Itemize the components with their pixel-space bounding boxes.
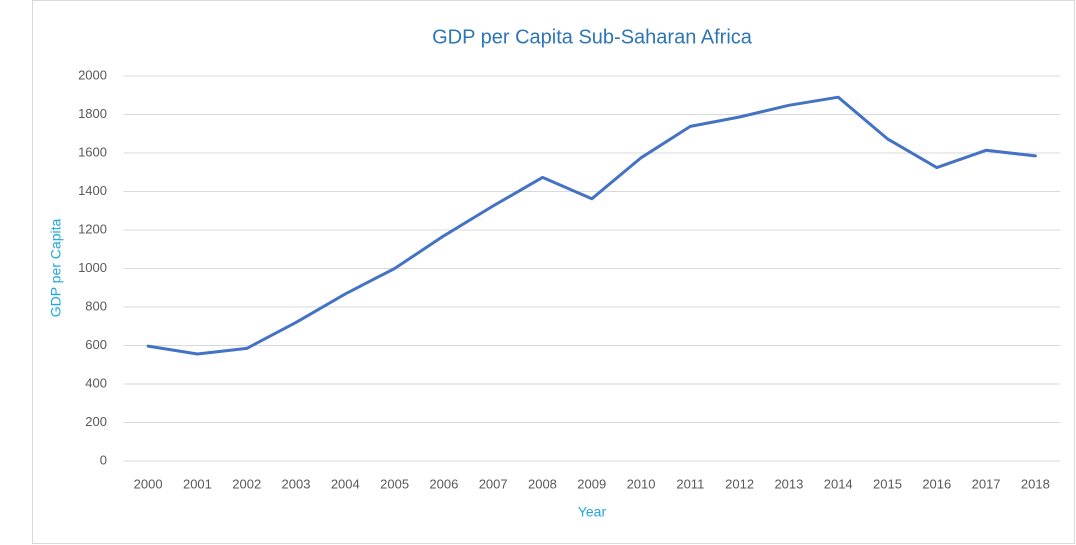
y-tick-label: 600 (85, 337, 107, 352)
x-tick-label: 2008 (528, 476, 557, 491)
y-axis-title: GDP per Capita (48, 219, 64, 318)
x-axis-title: Year (578, 504, 607, 520)
x-tick-label: 2002 (232, 476, 261, 491)
x-tick-label: 2018 (1021, 476, 1050, 491)
y-tick-label: 400 (85, 375, 107, 390)
x-tick-label: 2006 (429, 476, 458, 491)
x-tick-label: 2003 (282, 476, 311, 491)
y-tick-label: 800 (85, 298, 107, 313)
x-tick-label: 2017 (972, 476, 1001, 491)
data-line (146, 95, 1037, 356)
y-tick-label: 1200 (78, 221, 107, 236)
y-tick-label: 2000 (78, 67, 107, 82)
x-tick-label: 2004 (331, 476, 360, 491)
x-tick-label: 2001 (183, 476, 212, 491)
x-tick-label: 2013 (774, 476, 803, 491)
x-tick-label: 2000 (134, 476, 163, 491)
x-tick-label: 2011 (676, 476, 704, 491)
y-tick-label: 200 (85, 414, 107, 429)
y-tick-label: 1600 (78, 144, 107, 159)
chart-title: GDP per Capita Sub-Saharan Africa (432, 26, 753, 48)
x-tick-label: 2014 (824, 476, 853, 491)
y-tick-label: 1400 (78, 183, 107, 198)
chart-border (32, 0, 1075, 544)
x-tick-label: 2015 (873, 476, 902, 491)
y-tick-label: 1000 (78, 260, 107, 275)
x-tick-label: 2010 (627, 476, 656, 491)
x-tick-label: 2005 (380, 476, 409, 491)
x-tick-label: 2009 (577, 476, 606, 491)
y-tick-label: 1800 (78, 106, 107, 121)
y-tick-label: 0 (100, 452, 107, 467)
x-tick-label: 2007 (479, 476, 508, 491)
x-tick-label: 2016 (922, 476, 951, 491)
x-tick-label: 2012 (725, 476, 754, 491)
